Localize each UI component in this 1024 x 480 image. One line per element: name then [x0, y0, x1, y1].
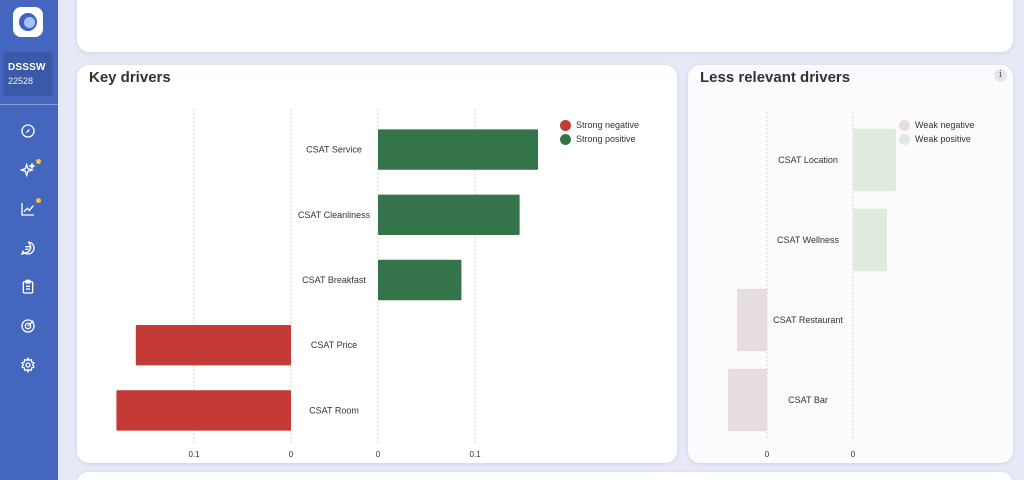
less-relevant-drivers-card: Less relevant drivers i Weak negative We…: [688, 65, 1013, 463]
category-label: CSAT Service: [306, 145, 362, 155]
legend-item-strong-negative[interactable]: Strong negative: [560, 118, 639, 132]
legend-swatch: [899, 133, 910, 145]
sidebar-divider: [0, 104, 58, 105]
legend-item-weak-negative[interactable]: Weak negative: [899, 118, 974, 132]
tick-label: 0: [289, 450, 294, 459]
sidebar: DSSSW 22528: [0, 0, 58, 480]
bar-csat-cleanliness: [378, 194, 520, 236]
bar-csat-price: [135, 324, 291, 366]
legend-label: Strong positive: [576, 134, 636, 144]
legend-swatch: [899, 119, 910, 131]
key-drivers-title: Key drivers: [89, 69, 171, 86]
legend-label: Weak positive: [915, 134, 971, 144]
bar-csat-location: [853, 128, 896, 192]
category-label: CSAT Breakfast: [302, 275, 366, 285]
legend-label: Weak negative: [915, 120, 975, 130]
account-id: 22528: [8, 76, 34, 86]
sparkles-icon[interactable]: [18, 159, 41, 180]
clipboard-icon[interactable]: [18, 277, 38, 297]
less-relevant-chart: CSAT Location CSAT Wellness CSAT Restauran…: [728, 112, 896, 459]
category-label: CSAT Bar: [788, 395, 828, 405]
key-drivers-card: Key drivers Strong negative Strong posit…: [77, 65, 677, 463]
tick-label: 0: [376, 450, 381, 459]
tick-label: 0.1: [469, 450, 481, 459]
tick-label: 0: [851, 450, 856, 459]
less-relevant-title: Less relevant drivers: [700, 69, 851, 86]
bar-csat-breakfast: [378, 259, 462, 301]
legend-label: Strong negative: [576, 120, 640, 130]
category-label: CSAT Restaurant: [773, 315, 843, 325]
tick-label: 0: [765, 450, 770, 459]
compass-icon[interactable]: [18, 121, 38, 141]
category-label: CSAT Location: [778, 155, 838, 165]
account-name: DSSSW: [8, 62, 46, 73]
notification-dot: [36, 159, 41, 164]
notification-dot: [36, 198, 41, 203]
bar-csat-wellness: [853, 208, 887, 272]
category-label: CSAT Wellness: [777, 235, 840, 245]
bar-csat-service: [378, 129, 539, 170]
legend-swatch: [560, 119, 571, 131]
less-relevant-legend: Weak negative Weak positive: [899, 118, 974, 146]
category-label: CSAT Room: [309, 405, 359, 415]
chat-icon[interactable]: [18, 238, 38, 258]
legend-swatch: [560, 133, 571, 145]
key-drivers-legend: Strong negative Strong positive: [560, 118, 639, 146]
target-icon[interactable]: [18, 316, 38, 336]
tick-label: 0.1: [188, 450, 200, 459]
key-drivers-chart: CSAT Service CSAT Cleanliness CSAT Breakfa…: [116, 109, 539, 459]
legend-item-strong-positive[interactable]: Strong positive: [560, 132, 639, 146]
next-card: [77, 472, 1013, 480]
info-icon[interactable]: i: [994, 69, 1007, 82]
category-label: CSAT Price: [311, 340, 357, 350]
category-label: CSAT Cleanliness: [298, 210, 371, 220]
app-logo[interactable]: [13, 7, 43, 37]
summary-card: [77, 0, 1013, 52]
bar-csat-room: [116, 390, 292, 431]
bar-csat-bar: [728, 368, 767, 432]
bar-csat-restaurant: [737, 288, 767, 352]
legend-item-weak-positive[interactable]: Weak positive: [899, 132, 974, 146]
account-switcher[interactable]: DSSSW 22528: [3, 52, 53, 96]
settings-icon[interactable]: [18, 355, 38, 375]
trend-chart-icon[interactable]: [18, 198, 41, 219]
